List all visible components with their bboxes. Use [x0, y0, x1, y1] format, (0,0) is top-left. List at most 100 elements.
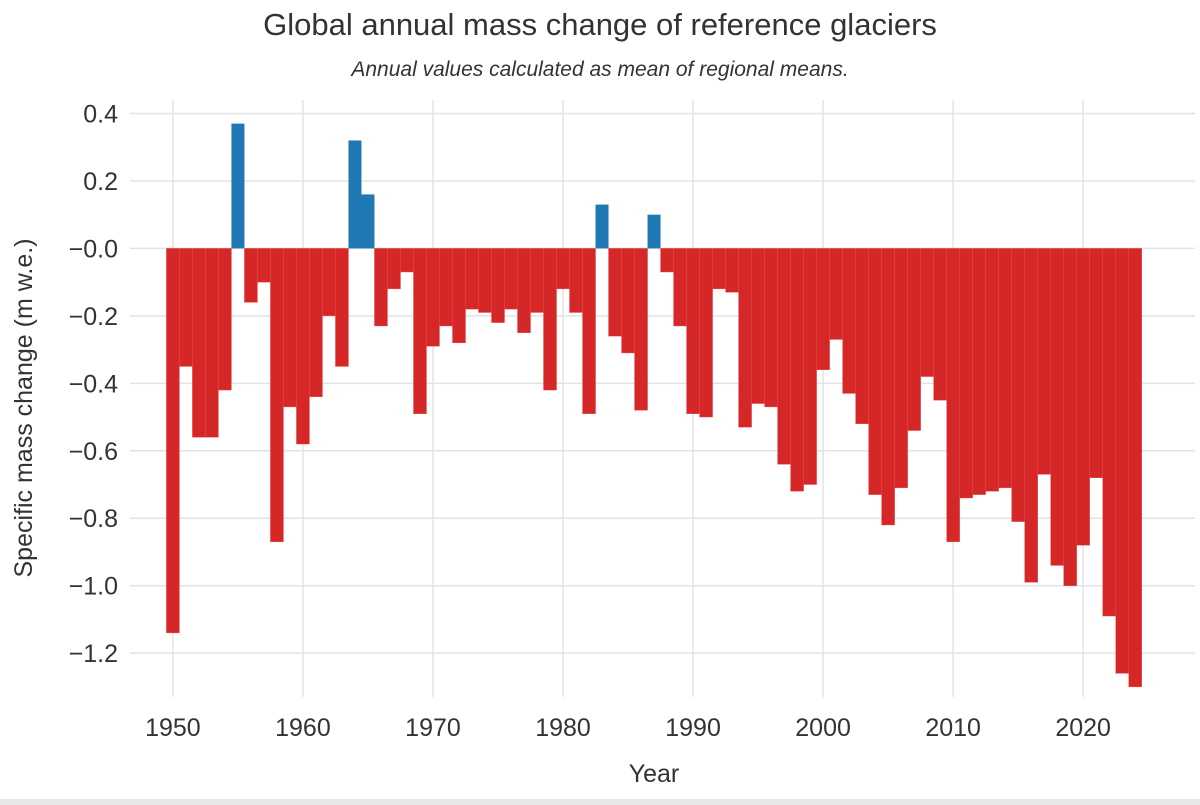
bar-1986	[634, 248, 648, 411]
y-tick-label: −0.0	[69, 235, 118, 263]
x-tick-label: 2010	[925, 714, 981, 742]
bar-1996	[764, 248, 778, 408]
bar-1991	[699, 248, 713, 418]
bar-1969	[413, 248, 427, 414]
bar-2022	[1102, 248, 1116, 617]
bar-2010	[946, 248, 960, 543]
bar-1979	[543, 248, 557, 391]
bar-1976	[504, 248, 518, 310]
bar-2014	[998, 248, 1012, 489]
bar-2007	[907, 248, 921, 431]
x-tick-label: 1980	[535, 714, 591, 742]
y-tick-label: 0.2	[83, 168, 118, 196]
y-tick-label: −0.2	[69, 303, 118, 331]
y-tick-label: −0.6	[69, 438, 118, 466]
bar-1983	[595, 204, 609, 249]
bar-1974	[478, 248, 492, 313]
bar-2012	[972, 248, 986, 495]
bar-2016	[1024, 248, 1038, 583]
bar-2023	[1115, 248, 1129, 674]
bar-1964	[348, 140, 362, 249]
bottom-strip	[0, 799, 1200, 805]
bar-1980	[556, 248, 570, 290]
bar-2024	[1128, 248, 1142, 688]
x-tick-label: 1950	[145, 714, 201, 742]
bar-1972	[452, 248, 466, 344]
bar-1995	[751, 248, 765, 404]
bar-1957	[257, 248, 271, 283]
bar-2009	[933, 248, 947, 401]
bar-2020	[1076, 248, 1090, 546]
bar-1994	[738, 248, 752, 428]
bar-2015	[1011, 248, 1025, 522]
bar-1999	[803, 248, 817, 485]
bar-2002	[842, 248, 856, 394]
chart-subtitle: Annual values calculated as mean of regi…	[349, 58, 848, 81]
x-axis-label: Year	[629, 760, 680, 788]
bar-1973	[465, 248, 479, 310]
bar-1965	[361, 194, 375, 249]
bar-2005	[881, 248, 895, 526]
bar-2017	[1037, 248, 1051, 475]
bar-1963	[335, 248, 349, 367]
bar-2008	[920, 248, 934, 377]
bar-1977	[517, 248, 531, 333]
y-tick-labels: 0.4 0.2 −0.0 −0.2 −0.4 −0.6 −0.8 −1.0 −1.2	[69, 100, 118, 668]
bar-1985	[621, 248, 635, 354]
bar-2006	[894, 248, 908, 489]
y-tick-label: 0.4	[83, 100, 118, 128]
bar-1954	[218, 248, 232, 391]
bar-1955	[231, 123, 245, 249]
bar-1997	[777, 248, 791, 465]
bar-1988	[660, 248, 674, 273]
bar-1953	[205, 248, 219, 438]
bar-1981	[569, 248, 583, 313]
bar-1982	[582, 248, 596, 414]
bar-1971	[439, 248, 453, 327]
bar-1951	[179, 248, 193, 367]
bar-2001	[829, 248, 843, 340]
bar-2021	[1089, 248, 1103, 478]
bar-1958	[270, 248, 284, 543]
y-tick-label: −0.4	[69, 370, 118, 398]
bars	[166, 123, 1142, 688]
bar-2019	[1063, 248, 1077, 586]
bar-1990	[686, 248, 700, 414]
bar-1966	[374, 248, 388, 327]
bar-1984	[608, 248, 622, 337]
bar-1989	[673, 248, 687, 327]
x-tick-label: 1970	[405, 714, 461, 742]
x-tick-label: 1990	[665, 714, 721, 742]
bar-2013	[985, 248, 999, 492]
bar-1978	[530, 248, 544, 313]
chart-title: Global annual mass change of reference g…	[263, 7, 937, 42]
bar-1967	[387, 248, 401, 290]
bar-2018	[1050, 248, 1064, 566]
bar-1956	[244, 248, 258, 303]
bar-1998	[790, 248, 804, 492]
bar-1970	[426, 248, 440, 347]
x-tick-label: 1960	[275, 714, 331, 742]
bar-2004	[868, 248, 882, 495]
bar-1952	[192, 248, 206, 438]
y-tick-label: −1.0	[69, 573, 118, 601]
bar-1959	[283, 248, 297, 408]
y-tick-label: −0.8	[69, 505, 118, 533]
bar-1975	[491, 248, 505, 323]
x-tick-label: 2000	[795, 714, 851, 742]
bar-1950	[166, 248, 180, 634]
bar-1960	[296, 248, 310, 445]
bar-2011	[959, 248, 973, 499]
bar-1962	[322, 248, 336, 317]
y-tick-label: −1.2	[69, 640, 118, 668]
bar-1968	[400, 248, 414, 273]
bar-1993	[725, 248, 739, 293]
x-tick-labels: 1950 1960 1970 1980 1990 2000 2010 2020	[145, 714, 1111, 742]
bar-1992	[712, 248, 726, 290]
x-tick-label: 2020	[1055, 714, 1111, 742]
bar-2000	[816, 248, 830, 371]
bar-2003	[855, 248, 869, 424]
bar-1987	[647, 214, 661, 249]
bar-1961	[309, 248, 323, 398]
